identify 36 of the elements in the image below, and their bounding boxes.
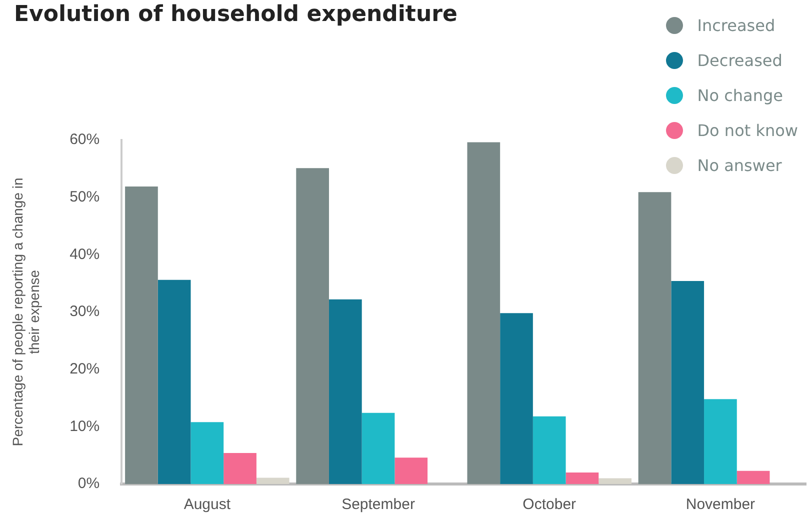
y-tick-label: 20%: [70, 360, 100, 378]
y-tick-label: 0%: [78, 475, 100, 492]
y-tick-label: 30%: [70, 303, 100, 320]
bar: [296, 168, 329, 484]
bar: [158, 280, 191, 484]
bar: [467, 142, 500, 484]
legend-label: Increased: [697, 16, 776, 35]
bar: [566, 472, 599, 484]
y-tick-label: 60%: [70, 131, 100, 148]
bar: [704, 399, 737, 484]
bar: [394, 458, 428, 484]
bar: [736, 470, 770, 484]
bar: [532, 416, 566, 484]
bar: [256, 478, 290, 484]
bar: [328, 299, 362, 484]
legend-label: No change: [697, 86, 783, 105]
y-axis-title: Percentage of people reporting a change in their expense: [9, 178, 42, 446]
x-tick-label: September: [342, 496, 415, 514]
bar: [125, 186, 158, 484]
bar: [671, 281, 704, 484]
y-tick-label: 40%: [70, 246, 100, 263]
bar: [224, 453, 256, 484]
bar: [362, 412, 395, 484]
x-tick-label: October: [522, 496, 576, 514]
bar: [598, 478, 632, 484]
bar: [638, 192, 672, 484]
chart-title: Evolution of household expenditure: [14, 2, 458, 27]
bar: [190, 422, 224, 484]
x-tick-label: August: [184, 496, 232, 514]
y-tick-label: 50%: [70, 188, 100, 206]
legend-label: No answer: [697, 156, 782, 175]
legend-label: Decreased: [697, 51, 782, 70]
bar: [500, 313, 533, 484]
y-tick-label: 10%: [70, 418, 100, 435]
x-tick-label: November: [686, 496, 756, 514]
legend-label: Do not know: [697, 121, 798, 140]
